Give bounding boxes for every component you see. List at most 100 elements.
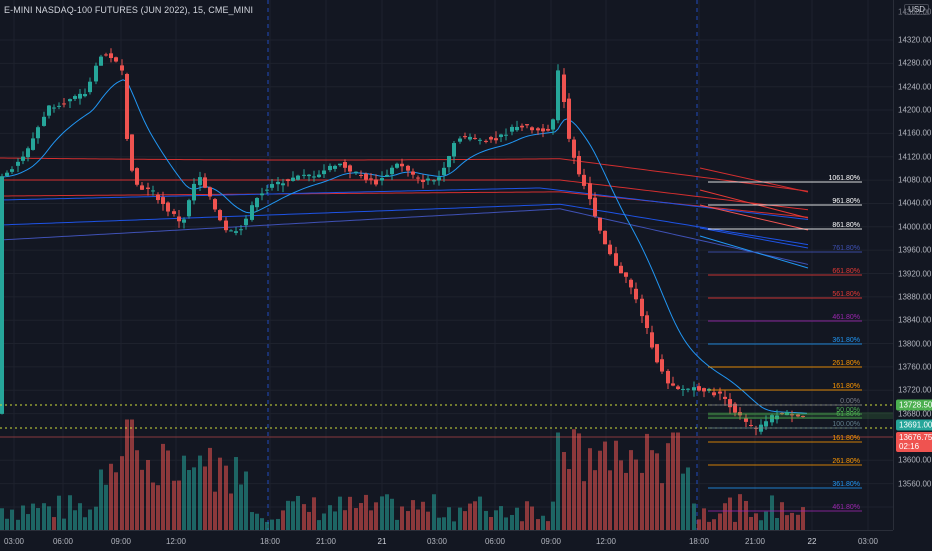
candle-body [603, 230, 607, 245]
candle-body [411, 171, 415, 175]
volume-bar [697, 519, 701, 530]
volume-bar [624, 472, 628, 530]
volume-bar [686, 467, 690, 530]
ema-blue-1 [0, 187, 809, 221]
price-chart[interactable]: 1061.80% 961.80% 861.80% 761.80% 661.80% 561.… [0, 0, 893, 530]
candle-body [302, 174, 306, 176]
candle-body [676, 386, 680, 389]
volume-bar [0, 508, 4, 530]
ema-red-2 [0, 179, 809, 211]
time-tick: 22 [807, 537, 817, 546]
time-tick: 09:00 [110, 537, 132, 546]
volume-bar [255, 513, 259, 530]
time-tick: 06:00 [484, 537, 506, 546]
volume-bar [598, 450, 602, 530]
volume-bar [244, 471, 248, 530]
volume-bar [307, 511, 311, 530]
candle-body [57, 105, 61, 107]
candle-body [26, 148, 30, 158]
volume-bar [562, 452, 566, 530]
volume-bar [452, 521, 456, 530]
volume-bar [712, 519, 716, 530]
candle-body [120, 65, 124, 71]
candle-body [359, 175, 363, 177]
volume-bar [369, 510, 373, 530]
volume-bar [634, 459, 638, 530]
candle-body [21, 156, 25, 161]
volume-bar [759, 520, 763, 530]
candle-body [494, 138, 498, 141]
price-axis[interactable]: USD 14360.00 14320.00 14280.00 14240.00 142… [893, 0, 932, 530]
currency-label[interactable]: USD [904, 4, 929, 15]
candle-body [16, 161, 20, 166]
candle-body [437, 177, 441, 181]
price-badge-high: 13728.50 [896, 399, 932, 411]
volume-bar [172, 480, 176, 530]
fib-level-label: 261.80% [832, 360, 860, 367]
volume-bar [541, 515, 545, 530]
candle-body [650, 332, 654, 348]
candle-body [250, 205, 254, 220]
volume-bar [536, 519, 540, 530]
ema-red-1 [0, 157, 809, 192]
volume-bar [785, 515, 789, 530]
candle-body [671, 383, 675, 386]
price-tick: 13920.00 [898, 269, 932, 278]
candle-body [780, 412, 784, 414]
price-tick: 13720.00 [898, 385, 932, 395]
volume-bar [390, 498, 394, 530]
candle-body [458, 138, 462, 142]
candle-body [416, 177, 420, 179]
volume-bar [31, 503, 35, 530]
price-tick: 14200.00 [898, 105, 932, 115]
volume-bar [723, 503, 727, 530]
candle-body [681, 388, 685, 390]
candle-body [78, 93, 82, 99]
volume-bar [109, 463, 113, 530]
volume-bar [99, 469, 103, 530]
volume-bar [198, 455, 202, 530]
candle-body [5, 172, 9, 176]
candle-body [775, 415, 779, 420]
price-tick: 14240.00 [898, 82, 932, 92]
candle-body [177, 216, 181, 222]
candle-body [541, 128, 545, 132]
price-tick: 13600.00 [898, 455, 932, 465]
volume-bar [291, 501, 295, 530]
candle-body [468, 136, 472, 140]
volume-bar [343, 510, 347, 530]
volume-bar [57, 495, 61, 530]
volume-bar [68, 495, 72, 530]
candle-body [229, 230, 233, 232]
candle-body [224, 220, 228, 231]
volume-bar [265, 521, 269, 530]
volume-bar [660, 483, 664, 530]
volume-bar [333, 511, 337, 530]
symbol-title[interactable]: E-MINI NASDAQ-100 FUTURES (JUN 2022), 15… [4, 5, 254, 15]
candle-body [567, 98, 571, 139]
volume-bar [702, 508, 706, 530]
chart-pane[interactable]: 1061.80% 961.80% 861.80% 761.80% 661.80% 561.… [0, 0, 893, 530]
volume-bar [47, 506, 51, 530]
volume-bar [286, 500, 290, 530]
volume-bar [608, 470, 612, 530]
volume-bar [322, 513, 326, 530]
candle-body [161, 197, 165, 204]
volume-bar [744, 500, 748, 530]
candle-body [213, 199, 217, 210]
time-axis[interactable]: 03:00 06:00 09:00 12:00 18:00 21:00 21 03:00 06:… [0, 530, 893, 551]
volume-bar [296, 495, 300, 530]
volume-bar [151, 482, 155, 530]
candle-body [660, 359, 664, 372]
candle-body [608, 244, 612, 255]
time-tick: 21 [377, 537, 387, 546]
fib-level-label: 361.80% [832, 481, 860, 488]
volume-bar [572, 429, 576, 530]
time-tick: 09:00 [540, 537, 562, 546]
candle-body [463, 136, 467, 138]
candle-body [744, 418, 748, 422]
candle-body [364, 173, 368, 180]
candle-body [655, 344, 659, 363]
volume-bar [26, 514, 30, 530]
volume-bar [281, 510, 285, 530]
